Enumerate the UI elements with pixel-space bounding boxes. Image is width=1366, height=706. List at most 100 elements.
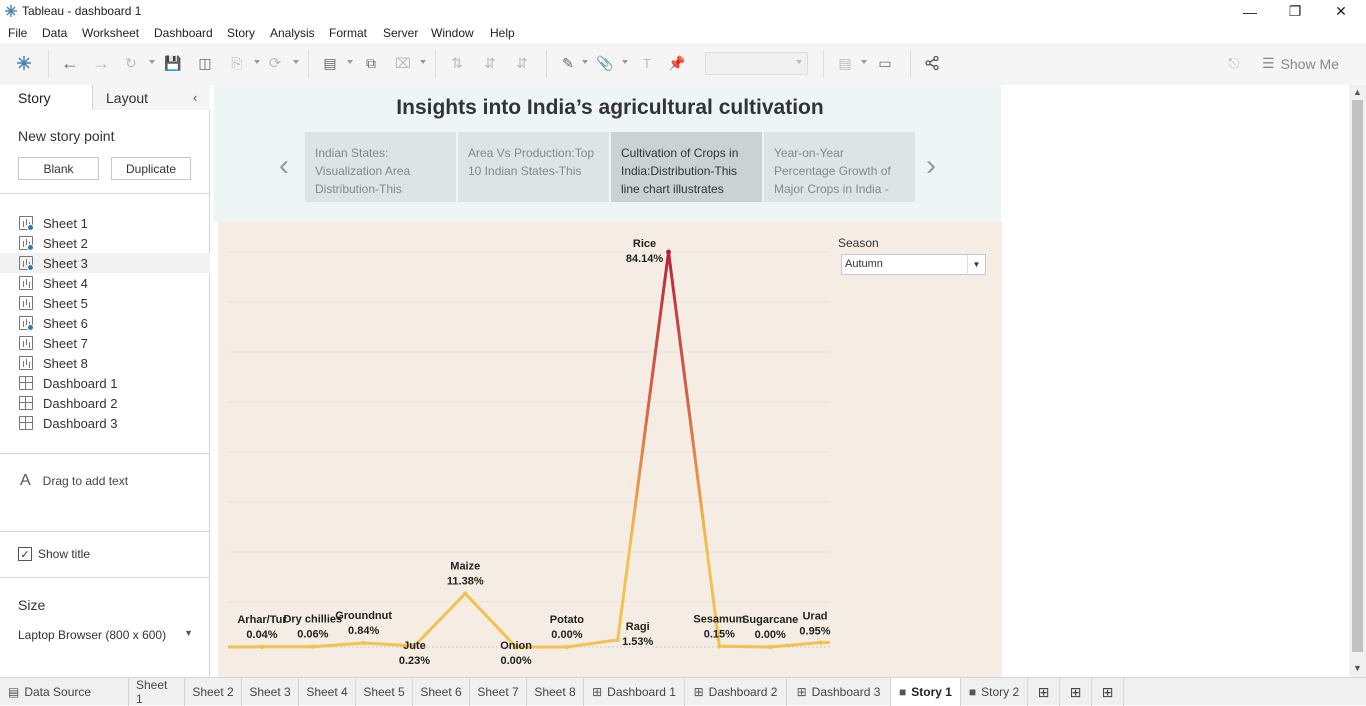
season-filter-select[interactable]: Autumn ▼	[841, 254, 986, 275]
next-story-point-icon[interactable]: ›	[926, 149, 936, 182]
presentation-icon[interactable]: ▭	[878, 54, 892, 71]
sheet-list-item[interactable]: Dashboard 3	[0, 413, 210, 433]
story-title: Insights into India’s agricultural culti…	[396, 96, 824, 119]
new-worksheet-tab-icon[interactable]: ⊞	[1028, 678, 1060, 706]
swap-icon[interactable]: ⇅	[451, 54, 463, 71]
minimize-button[interactable]: —	[1243, 3, 1257, 20]
scroll-down-icon[interactable]: ▼	[1353, 663, 1362, 673]
sheet-list-item[interactable]: Sheet 4	[0, 273, 210, 293]
tab-sheet-3[interactable]: Sheet 3	[242, 678, 299, 706]
tab-dashboard-3[interactable]: ⊞ Dashboard 3	[787, 678, 891, 706]
tab-dashboard-1[interactable]: ⊞ Dashboard 1	[584, 678, 685, 706]
sheet-list-item[interactable]: Dashboard 2	[0, 393, 210, 413]
redo-icon[interactable]: →	[92, 52, 110, 73]
tab-sheet-2[interactable]: Sheet 2	[185, 678, 242, 706]
pin-icon[interactable]: 📌	[668, 54, 686, 71]
previous-story-point-icon[interactable]: ‹	[279, 149, 289, 182]
tab-data-source[interactable]: ▤ Data Source	[0, 678, 129, 706]
drag-to-add-text[interactable]: A Drag to add text	[20, 472, 128, 490]
value-label: 0.04%	[246, 629, 277, 641]
menu-server[interactable]: Server	[383, 26, 419, 40]
scrollbar-thumb[interactable]	[1352, 100, 1363, 652]
sheet-label: Sheet 8	[43, 355, 88, 371]
story-icon: ■	[899, 685, 907, 699]
share-icon[interactable]	[922, 53, 942, 73]
text-label-icon[interactable]: T	[643, 55, 651, 71]
new-dashboard-tab-icon[interactable]: ⊞	[1060, 678, 1092, 706]
tab-sheet-7[interactable]: Sheet 7	[470, 678, 527, 706]
refresh-icon[interactable]: ⟳	[268, 55, 282, 72]
duplicate-sheet-icon[interactable]: ⧉	[366, 54, 376, 71]
tab-sheet-8[interactable]: Sheet 8	[527, 678, 584, 706]
sheet-list-item[interactable]: Sheet 7	[0, 333, 210, 353]
data-point	[310, 644, 316, 649]
tab-sheet-5[interactable]: Sheet 5	[356, 678, 413, 706]
close-button[interactable]: ✕	[1335, 3, 1347, 19]
format-painter-icon[interactable]: ⎋	[1228, 54, 1240, 71]
show-cards-icon[interactable]: ▤	[838, 54, 852, 71]
sheet-label: Dashboard 2	[43, 395, 118, 411]
sheet-tabs-bar: ▤ Data Source Sheet 1 Sheet 2 Sheet 3 Sheet 4…	[0, 677, 1366, 706]
menu-file[interactable]: File	[8, 26, 28, 40]
story-point-3[interactable]: Cultivation of Crops in India:Distributi…	[611, 132, 762, 202]
attach-icon[interactable]: 📎	[596, 54, 614, 71]
show-title-label: Show title	[38, 547, 91, 561]
sheet-list-item[interactable]: Sheet 6	[0, 313, 210, 333]
menu-data[interactable]: Data	[42, 26, 68, 40]
tab-dashboard-2[interactable]: ⊞ Dashboard 2	[685, 678, 787, 706]
sheet-list-item[interactable]: Sheet 5	[0, 293, 210, 313]
tab-story-1[interactable]: ■ Story 1	[891, 678, 961, 706]
fit-select[interactable]	[705, 52, 808, 75]
show-me-button[interactable]: ☰ Show Me	[1262, 55, 1339, 72]
story-pane: Story Layout ‹ New story point Blank Dup…	[0, 85, 210, 677]
collapse-pane-icon[interactable]: ‹	[193, 90, 198, 105]
tab-story-2[interactable]: ■ Story 2	[961, 678, 1028, 706]
sheet-list-item[interactable]: Sheet 3	[0, 253, 210, 273]
value-label: 0.00%	[500, 655, 531, 667]
show-title-checkbox[interactable]: ✓ Show title	[18, 547, 90, 561]
database-icon: ▤	[8, 685, 20, 699]
menu-help[interactable]: Help	[490, 26, 515, 40]
sheet-list-item[interactable]: Sheet 2	[0, 233, 210, 253]
sort-ascending-icon[interactable]: ⇵	[484, 54, 496, 71]
dashboard-icon	[19, 376, 33, 390]
menu-dashboard[interactable]: Dashboard	[154, 26, 213, 40]
tab-sheet-4[interactable]: Sheet 4	[299, 678, 356, 706]
story-point-2[interactable]: Area Vs Production:Top 10 Indian States-…	[458, 132, 609, 202]
show-me-label: Show Me	[1280, 55, 1339, 72]
restore-button[interactable]: ❐	[1288, 3, 1302, 19]
duplicate-button[interactable]: Duplicate	[111, 157, 191, 180]
tab-layout[interactable]: Layout	[92, 85, 210, 110]
sheet-list-item[interactable]: Sheet 8	[0, 353, 210, 373]
new-datasource-icon[interactable]: ◫	[198, 54, 212, 71]
sheet-list-item[interactable]: Sheet 1	[0, 213, 210, 233]
highlight-icon[interactable]: ✎	[562, 54, 574, 71]
scroll-up-icon[interactable]: ▲	[1353, 87, 1362, 97]
menu-format[interactable]: Format	[329, 26, 368, 40]
undo-icon[interactable]: ←	[61, 52, 79, 73]
menu-window[interactable]: Window	[431, 26, 474, 40]
tableau-home-icon[interactable]	[14, 53, 34, 73]
new-worksheet-icon[interactable]: ▤	[323, 54, 337, 71]
sheet-list-item[interactable]: Dashboard 1	[0, 373, 210, 393]
tab-sheet-1[interactable]: Sheet 1	[129, 678, 185, 706]
tab-story[interactable]: Story	[0, 85, 92, 110]
tab-sheet-6[interactable]: Sheet 6	[413, 678, 470, 706]
paste-icon[interactable]: ⎘	[231, 54, 243, 71]
vertical-scrollbar[interactable]: ▲ ▼	[1349, 85, 1366, 677]
new-story-tab-icon[interactable]: ⊞	[1092, 678, 1124, 706]
story-point-4[interactable]: Year-on-Year Percentage Growth of Major …	[764, 132, 915, 202]
menu-worksheet[interactable]: Worksheet	[82, 26, 140, 40]
save-icon[interactable]: 💾	[164, 54, 182, 71]
size-value: Laptop Browser (800 x 600)	[18, 628, 167, 642]
clear-sheet-icon[interactable]: ⌧	[394, 54, 412, 71]
data-point	[361, 640, 366, 646]
story-point-1[interactable]: Indian States: Visualization Area Distri…	[305, 132, 456, 202]
menu-story[interactable]: Story	[227, 26, 256, 40]
forward-icon[interactable]: ↻	[125, 54, 137, 71]
sheet-label: Sheet 4	[43, 275, 88, 291]
menu-analysis[interactable]: Analysis	[270, 26, 315, 40]
size-select[interactable]: Laptop Browser (800 x 600) ▼	[18, 628, 193, 642]
sort-descending-icon[interactable]: ⇵	[516, 54, 528, 71]
blank-button[interactable]: Blank	[18, 157, 99, 180]
